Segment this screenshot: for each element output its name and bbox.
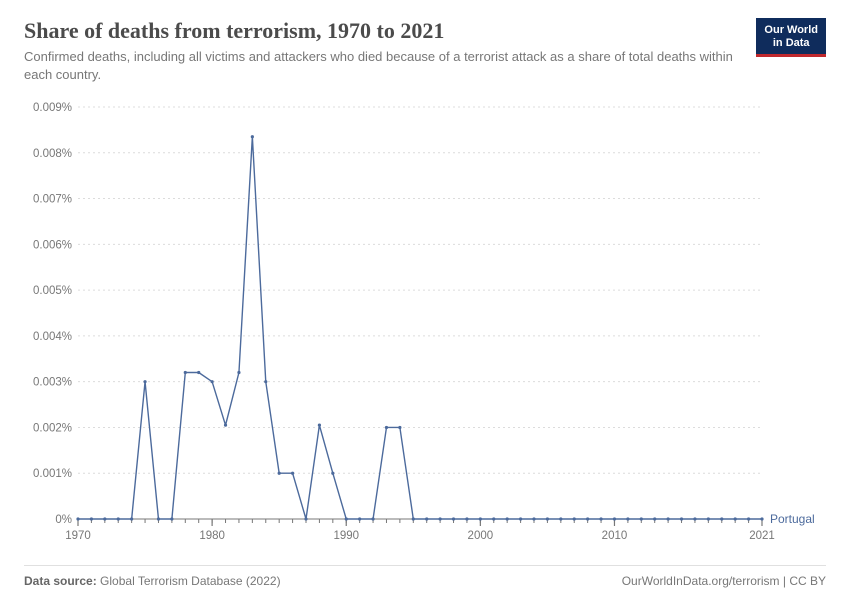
y-tick-label: 0.002% [33,423,72,435]
data-marker [130,517,133,520]
data-marker [734,517,737,520]
data-marker [720,517,723,520]
source-value: Global Terrorism Database (2022) [100,574,281,588]
data-marker [439,517,442,520]
y-tick-label: 0.004% [33,331,72,343]
y-tick-label: 0.006% [33,239,72,251]
data-marker [90,517,93,520]
data-marker [599,517,602,520]
data-marker [760,517,763,520]
data-marker [345,517,348,520]
chart-title: Share of deaths from terrorism, 1970 to … [24,18,744,44]
y-tick-label: 0.007% [33,194,72,206]
data-marker [371,517,374,520]
data-source: Data source: Global Terrorism Database (… [24,574,281,588]
data-marker [197,371,200,374]
data-marker [532,517,535,520]
data-marker [747,517,750,520]
chart-container: Share of deaths from terrorism, 1970 to … [0,0,850,600]
data-marker [264,380,267,383]
line-chart-svg: 0% 0.001% 0.002% 0.003% 0.004% 0.005% 0.006% 0.… [24,97,826,547]
data-marker [519,517,522,520]
data-marker [707,517,710,520]
x-tick-label: 2010 [602,530,628,542]
data-marker [224,424,227,427]
data-marker [143,380,146,383]
y-tick-label: 0.001% [33,468,72,480]
y-tick-label: 0.009% [33,102,72,114]
data-marker [559,517,562,520]
data-marker [170,517,173,520]
owid-logo: Our World in Data [756,18,826,57]
x-tick-label: 2021 [749,530,775,542]
data-marker [613,517,616,520]
data-marker [573,517,576,520]
y-tick-label: 0.005% [33,285,72,297]
data-marker [318,424,321,427]
data-marker [693,517,696,520]
data-marker [452,517,455,520]
data-marker [492,517,495,520]
data-marker [425,517,428,520]
y-tick-label: 0.003% [33,377,72,389]
attribution: OurWorldInData.org/terrorism | CC BY [622,574,826,588]
data-marker [76,517,79,520]
data-marker [211,380,214,383]
data-marker [586,517,589,520]
data-marker [103,517,106,520]
source-label: Data source: [24,574,97,588]
data-marker [291,472,294,475]
data-marker [412,517,415,520]
data-marker [251,135,254,138]
y-tick-label: 0.008% [33,148,72,160]
y-tick-label: 0% [55,514,72,526]
data-marker [667,517,670,520]
x-tick-label: 1990 [333,530,359,542]
chart-subtitle: Confirmed deaths, including all victims … [24,48,744,83]
series-line [78,137,762,519]
data-marker [278,472,281,475]
data-marker [465,517,468,520]
data-marker [385,426,388,429]
header-text: Share of deaths from terrorism, 1970 to … [24,18,744,83]
data-marker [506,517,509,520]
data-marker [117,517,120,520]
x-tick-label: 1980 [199,530,225,542]
data-marker [653,517,656,520]
data-marker [680,517,683,520]
x-tick-label: 2000 [468,530,494,542]
chart-area: 0% 0.001% 0.002% 0.003% 0.004% 0.005% 0.006% 0.… [24,97,826,559]
data-marker [626,517,629,520]
data-marker [546,517,549,520]
series-label: Portugal [770,512,815,526]
x-tick-label: 1970 [65,530,91,542]
data-marker [304,517,307,520]
header-row: Share of deaths from terrorism, 1970 to … [24,18,826,83]
data-marker [358,517,361,520]
chart-footer: Data source: Global Terrorism Database (… [24,565,826,588]
data-marker [157,517,160,520]
data-marker [479,517,482,520]
data-marker [398,426,401,429]
data-marker [184,371,187,374]
data-marker [640,517,643,520]
data-marker [331,472,334,475]
data-marker [237,371,240,374]
